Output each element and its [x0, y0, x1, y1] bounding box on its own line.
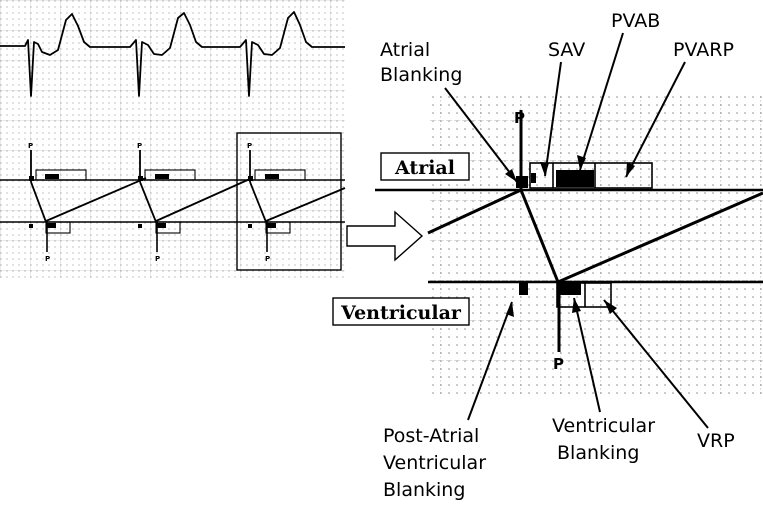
callouts: Atrial Blanking SAV PVAB PVARP Post-Atri…	[380, 10, 735, 501]
post-atrial-blanking-label: Post-Atrial	[383, 425, 479, 447]
left-timing-cycle: P P	[247, 142, 346, 263]
post-atrial-blanking-label: Blanking	[383, 479, 465, 501]
ventricular-blanking-label: Blanking	[557, 442, 639, 464]
atrial-channel-label-box	[380, 152, 470, 181]
enlarged-panel: P P Atrial Ventricular	[332, 95, 763, 395]
arrowhead-icon	[577, 155, 586, 170]
arrowhead-icon	[626, 162, 635, 177]
sav-marker	[531, 173, 536, 183]
arrowhead-icon	[540, 162, 549, 176]
arrowhead-icon	[572, 298, 581, 313]
left-pace-marker: P	[247, 142, 252, 150]
left-timing-cycle: P P	[28, 142, 147, 263]
arrowhead-icon	[505, 169, 517, 182]
arrowhead-icon	[506, 302, 514, 317]
atrial-blanking-leader	[444, 87, 518, 183]
ventricular-channel-label: Ventricular	[340, 302, 462, 324]
zoom-selection-box	[236, 132, 342, 271]
post-atrial-blanking-label: Ventricular	[383, 452, 486, 474]
prior-ramp-line	[427, 188, 522, 235]
vrp-leader	[603, 299, 709, 429]
atrial-blanking-label: Blanking	[380, 64, 462, 86]
left-pace-marker: P	[265, 255, 270, 263]
vrp-frame	[556, 282, 612, 308]
atrial-blanking-block	[516, 176, 528, 188]
ventricular-blanking-label: Ventricular	[552, 415, 655, 437]
post-atrial-blanking-block	[519, 283, 528, 295]
pvarp-label: PVARP	[673, 39, 734, 61]
atrial-pace-marker: P	[514, 109, 525, 127]
ventricular-blanking-block	[559, 283, 581, 295]
ventricular-blanking-leader	[573, 297, 601, 413]
post-atrial-blanking-leader	[467, 301, 513, 421]
ventricular-pace-marker: P	[553, 355, 564, 373]
pvab-block	[556, 170, 594, 187]
arrowhead-icon	[604, 300, 617, 314]
sav-leader	[544, 61, 562, 177]
ecg-trace	[0, 11, 345, 97]
left-pace-marker: P	[155, 255, 160, 263]
sav-label: SAV	[548, 39, 585, 61]
left-panel: P P P P	[0, 0, 346, 278]
atrial-channel-label: Atrial	[394, 157, 455, 179]
atrial-blanking-label: Atrial	[380, 39, 430, 61]
vrp-label: VRP	[697, 430, 735, 452]
pvarp-leader	[625, 61, 686, 178]
pvab-leader	[579, 32, 624, 171]
ramp-line	[557, 191, 763, 284]
left-timing-cycle: P P	[137, 142, 253, 263]
zoom-arrow-icon	[346, 210, 424, 262]
enlarged-grid-lines	[428, 95, 763, 395]
atrial-timer-frame	[529, 162, 653, 189]
ventricular-channel-label-box	[332, 297, 470, 326]
left-pace-marker: P	[137, 142, 142, 150]
left-pace-marker: P	[28, 142, 33, 150]
av-conduction-line	[519, 189, 560, 283]
left-grid-lines	[0, 0, 345, 278]
left-pace-marker: P	[45, 255, 50, 263]
pvab-label: PVAB	[611, 10, 660, 32]
